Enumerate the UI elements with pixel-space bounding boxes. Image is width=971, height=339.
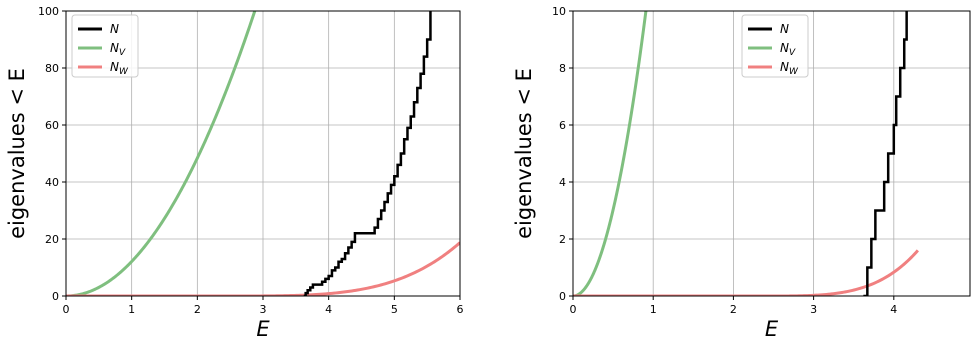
plot-area — [573, 11, 919, 296]
axes-frame — [572, 10, 971, 297]
legend-label-N: N — [780, 22, 789, 36]
x-tick-label: 3 — [810, 303, 817, 316]
x-ticks: 0 1 2 3 4 — [570, 296, 897, 316]
y-tick-label: 4 — [559, 176, 566, 189]
y-tick-label: 60 — [45, 119, 59, 132]
x-tick-label: 4 — [325, 303, 332, 316]
x-tick-label: 0 — [570, 303, 577, 316]
y-tick-label: 6 — [559, 119, 566, 132]
x-tick-label: 3 — [260, 303, 267, 316]
x-tick-label: 4 — [890, 303, 897, 316]
legend-label-N: N — [110, 22, 119, 36]
x-axis-label: E — [765, 317, 779, 339]
y-ticks: 0 20 40 60 80 100 — [38, 5, 66, 303]
series-step-N — [303, 11, 432, 296]
x-tick-label: 1 — [128, 303, 135, 316]
x-tick-label: 5 — [391, 303, 398, 316]
x-tick-label: 2 — [730, 303, 737, 316]
y-tick-label: 2 — [559, 233, 566, 246]
series-line-NV — [66, 11, 257, 296]
y-tick-label: 40 — [45, 176, 59, 189]
series-line-NW — [573, 249, 919, 296]
x-axis-label: E — [256, 317, 270, 339]
x-tick-label: 2 — [194, 303, 201, 316]
y-tick-label: 20 — [45, 233, 59, 246]
y-axis-label: eigenvalues < E — [5, 68, 29, 239]
y-tick-label: 80 — [45, 62, 59, 75]
x-tick-label: 0 — [63, 303, 70, 316]
series-line-NV — [573, 11, 648, 296]
y-tick-label: 100 — [38, 5, 59, 18]
y-tick-label: 0 — [559, 290, 566, 303]
x-tick-label: 6 — [457, 303, 464, 316]
chart-panel-left: 0 1 2 3 4 5 6 0 20 40 60 80 100 E eigenvalues < E N… — [5, 5, 464, 339]
y-tick-label: 0 — [52, 290, 59, 303]
y-axis-label: eigenvalues < E — [512, 68, 536, 239]
y-tick-label: 8 — [559, 62, 566, 75]
y-ticks: 0 2 4 6 8 10 — [552, 5, 573, 303]
x-tick-label: 1 — [650, 303, 657, 316]
y-tick-label: 10 — [552, 5, 566, 18]
x-ticks: 0 1 2 3 4 5 6 — [63, 296, 464, 316]
series-step-N — [863, 11, 908, 296]
